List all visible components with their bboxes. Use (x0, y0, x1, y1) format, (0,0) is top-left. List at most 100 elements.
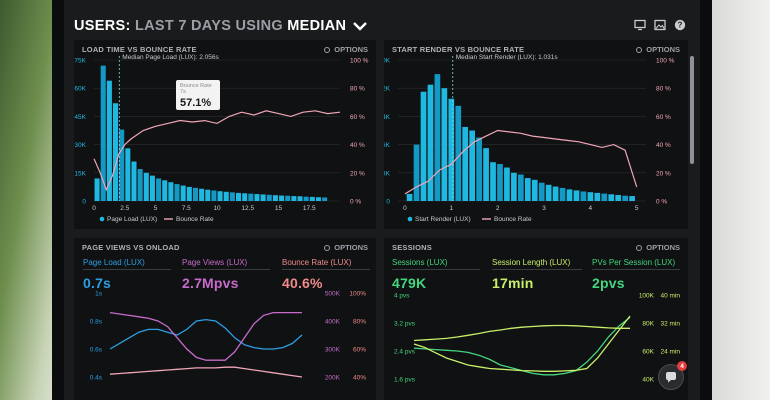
x-tick-label: 2 (496, 205, 500, 212)
y2-tick-label: 20 % (656, 170, 671, 177)
y-tick-label: 0 (82, 199, 86, 206)
bar (538, 182, 545, 201)
bar (629, 196, 635, 201)
series-line (109, 318, 303, 350)
bar (455, 105, 462, 201)
bar (285, 195, 291, 201)
legend-label: Bounce Rate (176, 216, 214, 223)
metric-value: 2pvs (592, 275, 625, 291)
chevron-down-icon[interactable] (352, 18, 368, 34)
series-line (109, 311, 302, 361)
panel-load-time: LOAD TIME VS BOUNCE RATE OPTIONS 0 0 % 15K… (74, 40, 376, 229)
bar (531, 179, 538, 201)
metric-label: Bounce Rate (LUX) (282, 258, 352, 267)
bar (594, 192, 601, 201)
panel-title: SESSIONS (392, 243, 432, 252)
options-icon (636, 46, 643, 53)
x-tick-label: 0 (92, 205, 96, 212)
y-tick-label: 4 pvs (394, 293, 410, 300)
bar (149, 175, 155, 201)
y-tick-label: 45K (74, 114, 86, 121)
bar (217, 191, 223, 201)
metric-divider (282, 269, 370, 270)
metric-label: Sessions (LUX) (392, 258, 448, 267)
y2-tick-label: 0 % (656, 199, 667, 206)
y2-tick-label: 20 % (350, 170, 365, 177)
bar (483, 148, 489, 201)
bounce-rate-line (404, 129, 638, 195)
legend-label: Start Render (LUX) (415, 216, 471, 223)
y-tick-label: 2.4 pvs (394, 349, 416, 356)
bar (156, 178, 162, 201)
y2-tick-label: 40 % (656, 142, 671, 149)
chart-start-render: 0 0 % 8K 20 % 16K 40 % 24K 60 % 32K 80 % 40K 100 % 0… (384, 54, 675, 223)
bar (223, 191, 229, 201)
series-line (413, 315, 631, 372)
chat-badge: 4 (677, 361, 687, 371)
legend-label: Bounce Rate (494, 216, 532, 223)
y-tick-label: 0.6s (90, 347, 103, 354)
metric-value: 479K (392, 275, 427, 291)
bar (434, 74, 441, 201)
title-range: LAST 7 DAYS (134, 18, 232, 34)
chat-icon (666, 372, 676, 383)
options-button[interactable]: OPTIONS (636, 45, 680, 54)
y3-tick-label: 40% (353, 375, 366, 382)
y2-tick-label: 60 % (350, 114, 365, 121)
metric-label: Page Load (LUX) (83, 258, 145, 267)
options-button[interactable]: OPTIONS (324, 45, 368, 54)
y2-tick-label: 300K (325, 347, 341, 354)
options-icon (324, 244, 331, 251)
bar (254, 194, 260, 201)
y-tick-label: 24K (384, 114, 391, 121)
bar (143, 172, 149, 201)
y2-tick-label: 80 % (350, 86, 365, 93)
bar (504, 167, 510, 201)
bar (242, 193, 248, 201)
y-tick-label: 8K (384, 170, 391, 177)
metric-divider (592, 269, 680, 270)
options-label: OPTIONS (334, 45, 368, 54)
bar (448, 98, 455, 201)
options-button[interactable]: OPTIONS (636, 243, 680, 252)
dashboard-header[interactable]: USERS: LAST 7 DAYS USING MEDIAN (74, 15, 368, 37)
chart-load-time: 0 0 % 15K 20 % 30K 40 % 45K 60 % 60K 80 % 75K 100 %… (74, 54, 369, 223)
metric-session-length: Session Length (LUX) 17min (492, 258, 582, 291)
bar (497, 163, 503, 201)
y2-tick-label: 100 % (350, 58, 369, 65)
y3-tick-label: 40 min (660, 293, 680, 300)
bar (524, 178, 531, 201)
monitor-icon[interactable] (634, 19, 646, 31)
bar (615, 195, 622, 201)
y-tick-label: 1.6 pvs (394, 377, 416, 384)
y2-tick-label: 0 % (350, 199, 361, 206)
metric-divider (492, 269, 582, 270)
options-button[interactable]: OPTIONS (324, 243, 368, 252)
x-tick-label: 2.5 (120, 205, 129, 212)
y-tick-label: 32K (384, 86, 391, 93)
bar (580, 191, 587, 201)
title-prefix: USERS: (74, 18, 131, 34)
y2-tick-label: 40 % (350, 142, 365, 149)
image-icon[interactable] (654, 19, 666, 31)
bar (490, 162, 496, 201)
scrollbar[interactable] (690, 56, 694, 164)
bar (297, 196, 303, 201)
y2-tick-label: 40K (642, 377, 654, 384)
metric-sessions: Sessions (LUX) 479K (392, 258, 480, 291)
bar (322, 197, 328, 201)
help-icon[interactable]: ? (674, 19, 686, 31)
bar (205, 189, 211, 201)
bar (413, 144, 420, 201)
bar (566, 189, 573, 201)
options-icon (636, 244, 643, 251)
bar (137, 169, 143, 201)
y-tick-label: 40K (384, 58, 391, 65)
y3-tick-label: 100% (349, 291, 366, 298)
bar (573, 190, 580, 201)
y-tick-label: 75K (74, 58, 86, 65)
bar (511, 172, 517, 201)
tooltip-label: Bounce Rate (180, 83, 212, 89)
x-tick-label: 7.5 (182, 205, 191, 212)
metric-value: 17min (492, 275, 534, 291)
